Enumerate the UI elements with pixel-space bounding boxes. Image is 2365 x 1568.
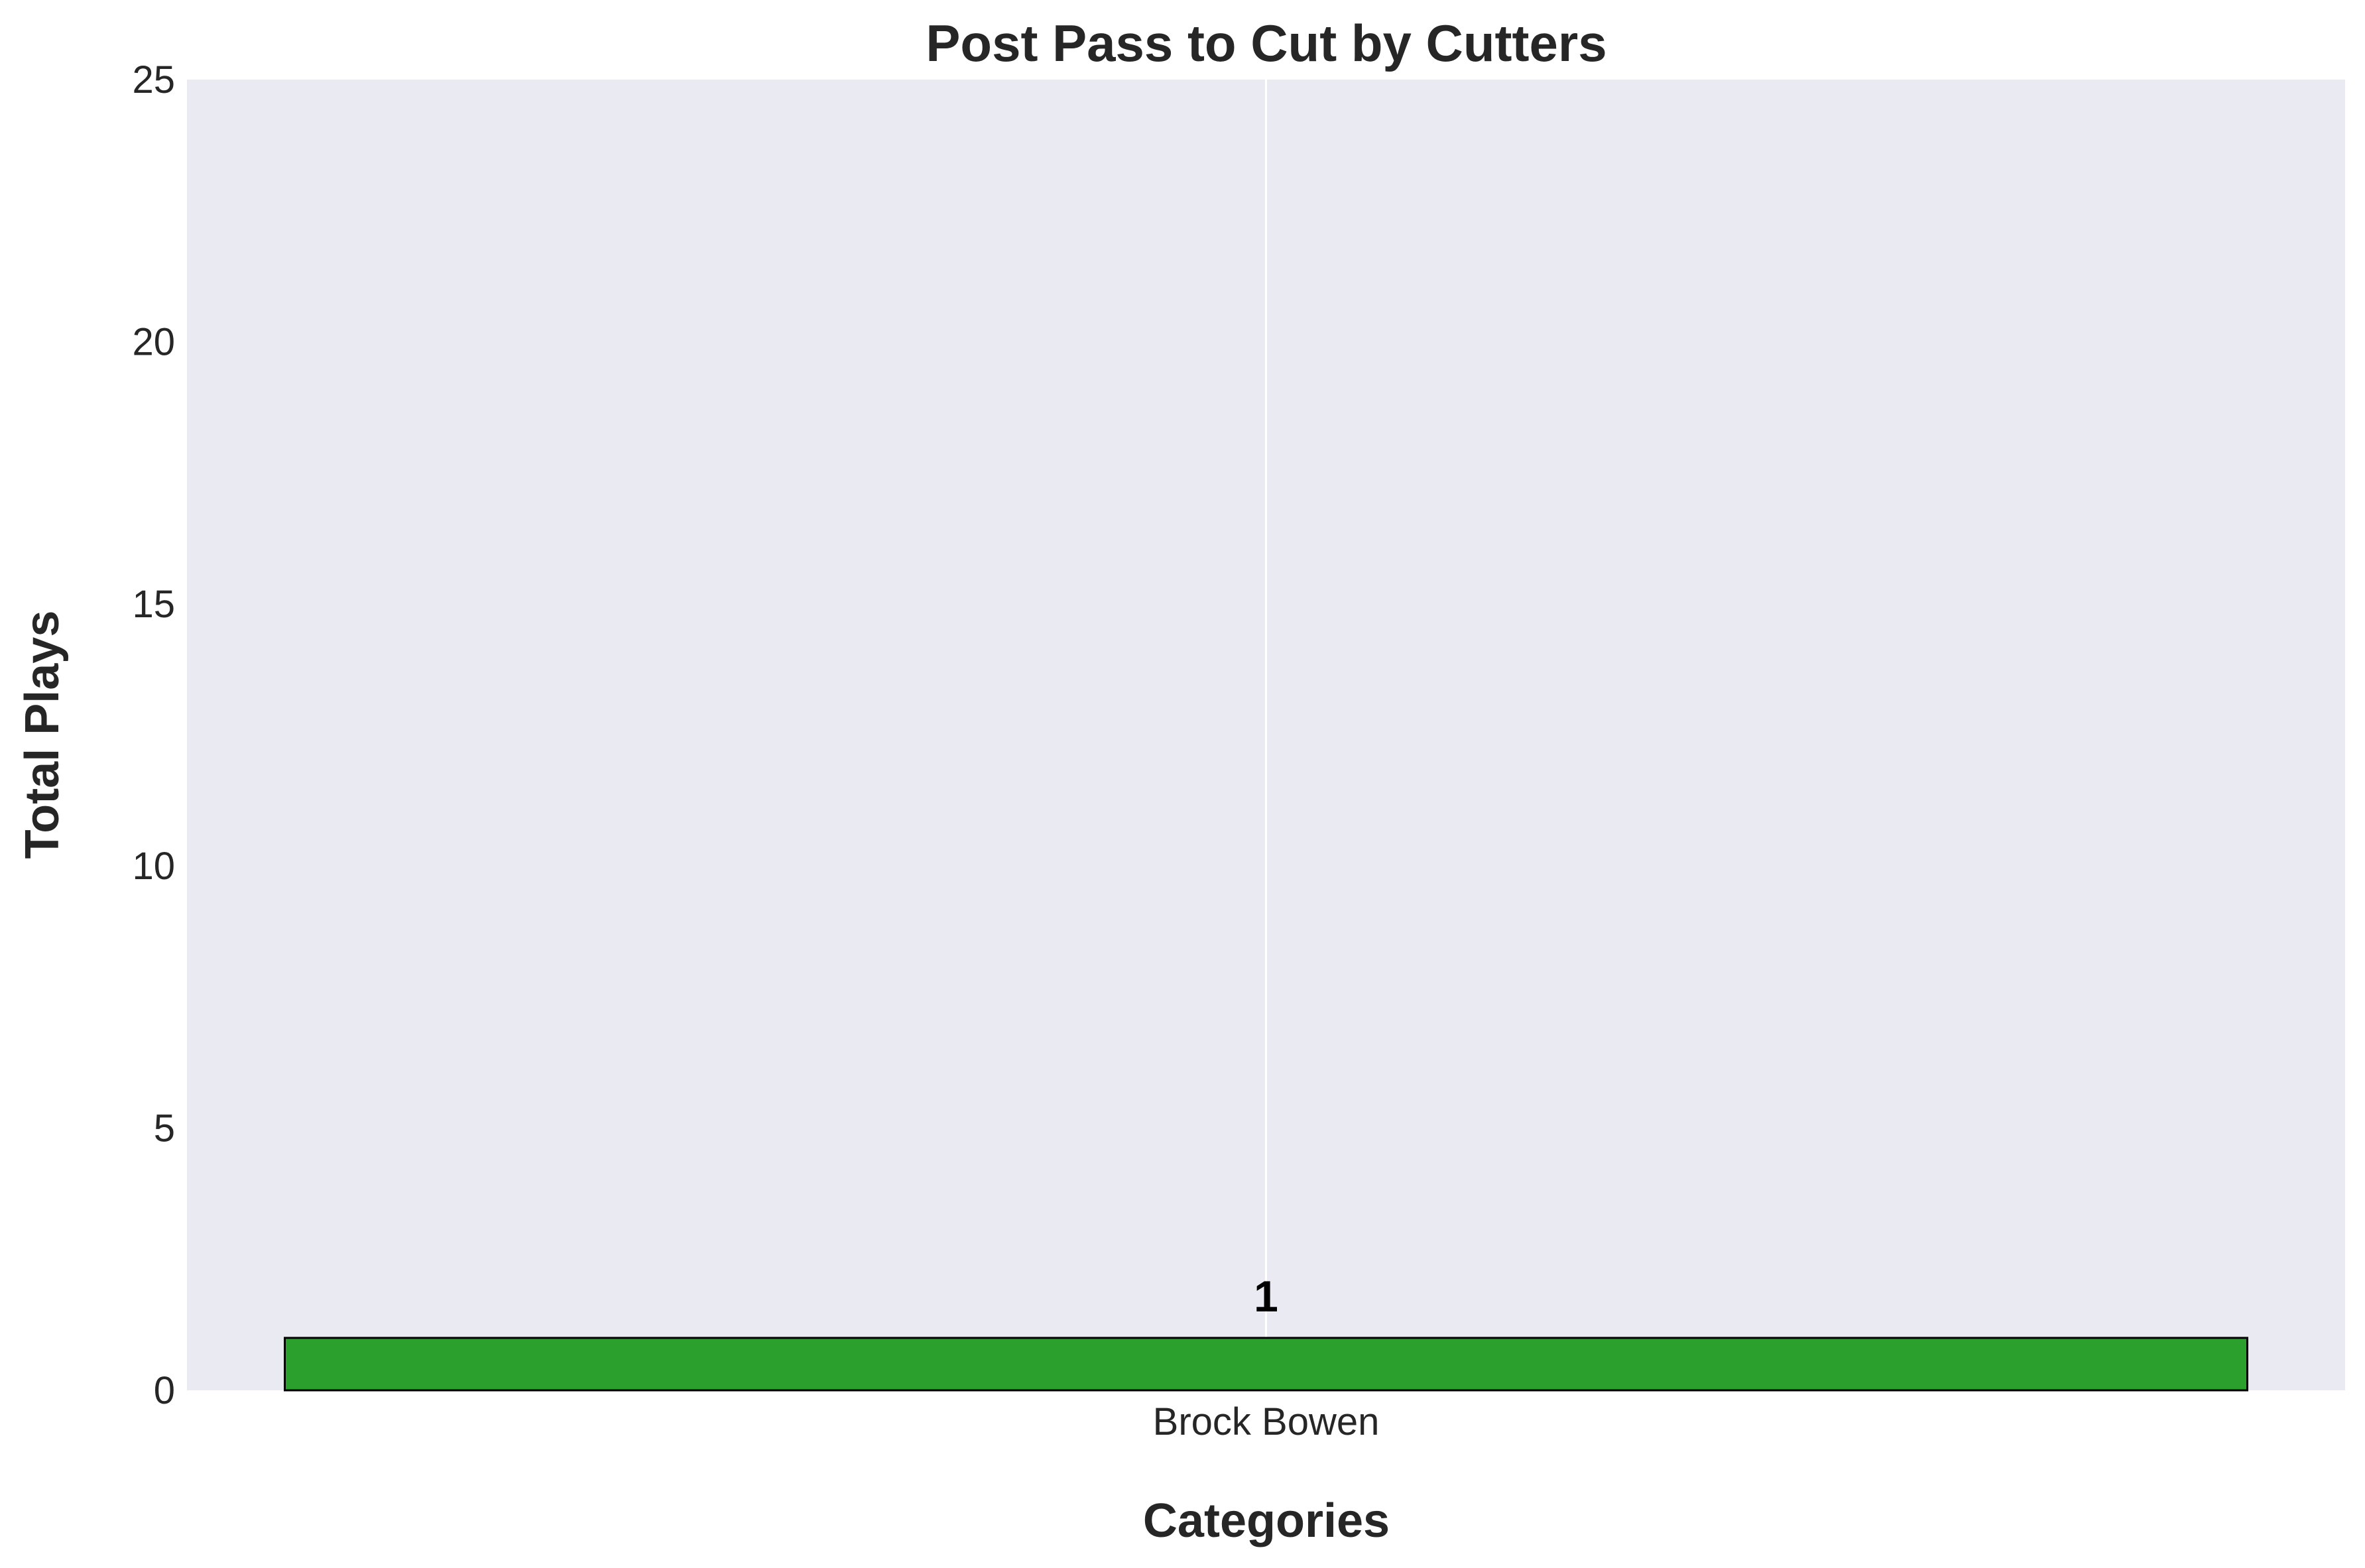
- y-tick-label: 15: [132, 583, 175, 626]
- x-axis-label: Categories: [1143, 1494, 1390, 1547]
- y-tick-label: 20: [132, 320, 175, 363]
- x-tick-label: Brock Bowen: [1153, 1400, 1380, 1443]
- y-tick-label: 25: [132, 58, 175, 101]
- axis-ticks: 0 5 10 15 20 25 Brock Bowen: [132, 58, 1379, 1443]
- bar-value-label: 1: [1254, 1272, 1278, 1321]
- chart-title: Post Pass to Cut by Cutters: [926, 14, 1607, 72]
- y-axis-label: Total Plays: [16, 611, 69, 859]
- y-tick-label: 10: [132, 845, 175, 888]
- bars: 1: [284, 1272, 2248, 1392]
- bar: [284, 1337, 2248, 1392]
- y-tick-label: 0: [154, 1369, 175, 1412]
- y-tick-label: 5: [154, 1107, 175, 1150]
